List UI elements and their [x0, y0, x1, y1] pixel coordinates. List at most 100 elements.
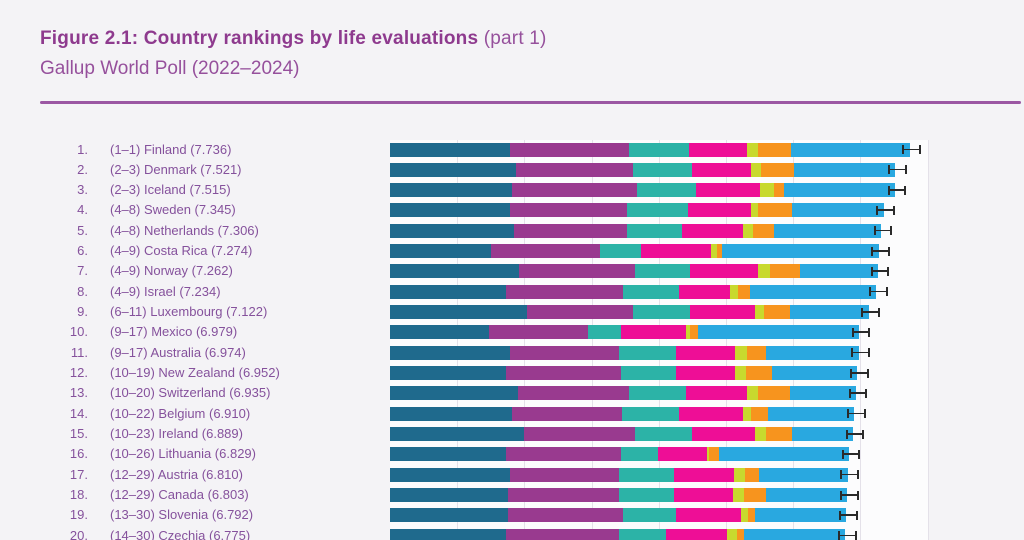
bar-stack — [390, 366, 858, 381]
country-label: (12–29) Austria (6.810) — [110, 466, 243, 482]
bar-segment-dark-teal — [390, 406, 512, 421]
rank-label: 18. — [69, 487, 88, 503]
bar-row-israel: 8. (4–9) Israel (7.234) — [0, 284, 1024, 299]
bar-segment-teal — [633, 305, 691, 320]
error-bar-line — [872, 270, 888, 272]
bar-segment-yellow-green — [754, 305, 764, 320]
bar-segment-light-blue — [771, 366, 858, 381]
error-bar — [873, 226, 893, 236]
bar-stack — [390, 223, 881, 238]
error-bar-line — [853, 331, 869, 333]
bar-stack — [390, 244, 879, 259]
bar-segment-dark-teal — [390, 142, 510, 157]
bar-segment-dark-teal — [390, 386, 518, 401]
bar-segment-teal — [629, 386, 687, 401]
error-bar-line — [841, 514, 856, 516]
gridline-3 — [591, 140, 593, 540]
bar-segment-teal — [621, 447, 659, 462]
error-bar — [839, 510, 858, 520]
rank-label: 2. — [77, 161, 88, 177]
gridline-2 — [524, 140, 526, 540]
bar-segment-magenta — [674, 467, 735, 482]
bar-row-ireland: 15. (10–23) Ireland (6.889) — [0, 427, 1024, 442]
bar-segment-purple — [489, 325, 589, 340]
figure-subtitle: Gallup World Poll (2022–2024) — [40, 58, 300, 79]
bar-row-slovenia: 19. (13–30) Slovenia (6.792) — [0, 507, 1024, 523]
rank-label: 4. — [77, 202, 88, 218]
error-bar-line — [841, 494, 857, 496]
error-bar-line — [863, 311, 878, 313]
bar-row-switzerland: 13. (10–20) Switzerland (6.935) — [0, 385, 1024, 401]
rank-label: 16. — [69, 446, 88, 462]
bar-segment-light-blue — [773, 223, 881, 238]
bar-segment-yellow-green — [686, 325, 691, 340]
error-bar-line — [875, 229, 891, 232]
bar-segment-yellow-green — [746, 142, 759, 157]
bar-row-denmark: 2. (2–3) Denmark (7.521) — [0, 161, 1024, 177]
error-bar — [871, 246, 891, 256]
rank-label: 9. — [77, 304, 88, 320]
gridline-7 — [860, 140, 862, 540]
bar-row-mexico: 10. (9–17) Mexico (6.979) — [0, 324, 1024, 340]
bar-segment-orange — [744, 488, 767, 503]
bar-segment-teal — [619, 467, 675, 482]
rank-label: 17. — [69, 466, 88, 482]
rank-label: 10. — [69, 324, 88, 340]
country-label: (14–30) Czechia (6.775) — [110, 527, 251, 540]
gridline-6 — [793, 140, 795, 540]
bar-stack — [390, 447, 849, 462]
error-bar-line — [839, 534, 855, 537]
error-bar — [839, 490, 859, 500]
bar-stack — [390, 406, 855, 421]
rank-label: 3. — [77, 182, 88, 198]
rank-label: 5. — [77, 222, 88, 238]
bar-segment-dark-teal — [390, 345, 510, 360]
bar-row-canada: 18. (12–29) Canada (6.803) — [0, 487, 1024, 503]
error-bar-line — [847, 433, 863, 435]
bar-segment-orange — [746, 366, 772, 381]
bar-segment-orange — [738, 284, 751, 299]
country-label: (4–8) Sweden (7.345) — [110, 202, 236, 218]
bar-stack — [390, 508, 847, 523]
bar-segment-purple — [519, 264, 636, 279]
error-bar — [876, 205, 895, 215]
rank-label: 13. — [69, 385, 88, 401]
country-label: (9–17) Australia (6.974) — [110, 344, 246, 360]
bar-segment-purple — [523, 427, 636, 442]
bar-stack — [390, 345, 859, 360]
gridline-5 — [726, 140, 727, 540]
bar-stack — [390, 264, 878, 279]
error-bar — [845, 429, 865, 439]
error-bar-line — [904, 148, 920, 150]
bar-segment-dark-teal — [390, 447, 506, 462]
bar-segment-light-blue — [784, 183, 895, 198]
bar-segment-light-blue — [791, 427, 853, 442]
bar-segment-orange — [757, 203, 792, 218]
bar-segment-light-blue — [750, 284, 877, 299]
bar-segment-magenta — [692, 427, 755, 442]
bar-row-australia: 11. (9–17) Australia (6.974) — [0, 344, 1024, 360]
rank-label: 11. — [70, 344, 88, 360]
country-label: (2–3) Denmark (7.521) — [110, 161, 242, 177]
bar-segment-yellow-green — [750, 162, 761, 177]
bar-segment-magenta — [682, 223, 743, 238]
error-bar — [846, 409, 866, 419]
error-bar-line — [843, 453, 859, 455]
bar-segment-teal — [623, 508, 677, 523]
error-bar-line — [851, 372, 867, 374]
country-label: (4–8) Netherlands (7.306) — [110, 222, 259, 238]
bar-segment-orange — [758, 142, 792, 157]
bar-segment-yellow-green — [754, 427, 767, 442]
bar-segment-light-blue — [721, 244, 879, 259]
error-bar — [851, 348, 871, 358]
bar-row-luxembourg: 9. (6–11) Luxembourg (7.122) — [0, 304, 1024, 320]
bar-stack — [390, 142, 911, 157]
rank-label: 19. — [69, 507, 88, 523]
bar-segment-orange — [750, 406, 768, 421]
error-bar-line — [889, 189, 905, 191]
bar-stack — [390, 284, 877, 299]
bar-segment-magenta — [686, 386, 747, 401]
rank-label: 14. — [69, 405, 88, 421]
bar-segment-purple — [509, 345, 620, 360]
bar-segment-teal — [621, 406, 679, 421]
